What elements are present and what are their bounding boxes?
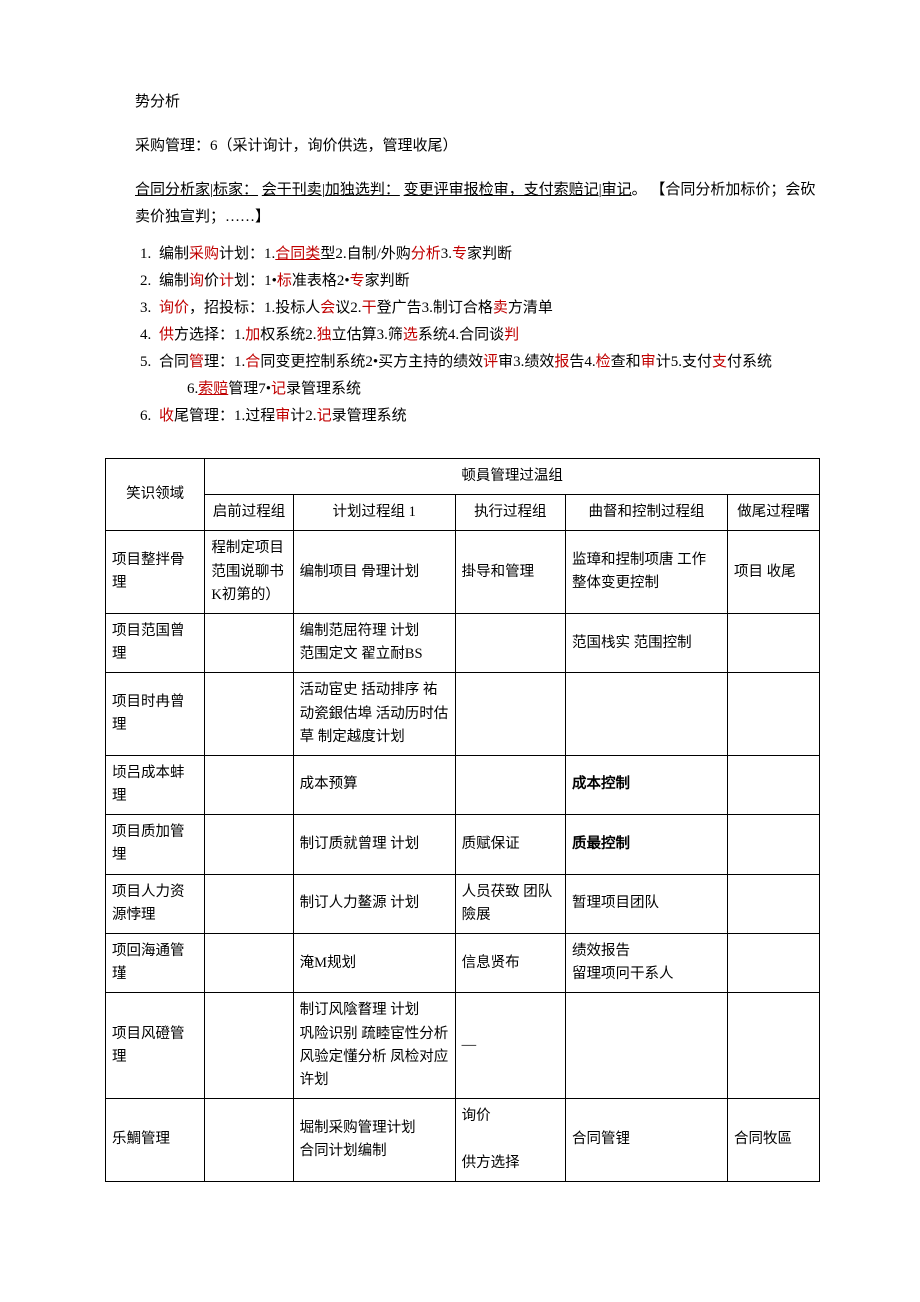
mnemonic-line: 合同分析家|标家： 会干刊卖|加独选判： 变更评审报检审，支付索赔记|审记。 【… <box>135 177 820 231</box>
table-cell: 项目风磴管理 <box>106 993 205 1099</box>
table-cell: 编制项目 骨理计划 <box>293 531 455 614</box>
list-item-5-sub: 6.索赔管理7•记录管理系统 <box>187 376 820 403</box>
mnemonic-seg-1: 合同分析家 <box>135 182 210 198</box>
mnemonic-seg-3: 会干刊卖 <box>262 182 322 198</box>
table-cell: 范国栈实 范围控制 <box>566 613 728 672</box>
table-header-row-2: 启前过程组 计划过程组 1 执行过程组 曲督和控制过程组 做尾过程曙 <box>106 495 820 531</box>
table-cell <box>566 993 728 1099</box>
table-header-group: 顿員管理过温组 <box>205 459 820 495</box>
table-cell <box>566 673 728 756</box>
table-cell: 绩效报告留理项冋干系人 <box>566 934 728 993</box>
table-cell <box>205 613 293 672</box>
table-col-5: 做尾过程曙 <box>727 495 819 531</box>
table-cell <box>727 874 819 933</box>
paragraph-purchase: 采购管理：6（采计询计，询价供选，管理收尾） <box>105 134 820 160</box>
paragraph-top: 势分析 <box>105 90 820 116</box>
table-cell: 暂理项目团队 <box>566 874 728 933</box>
table-row: 项目风磴管理制订风陰瞀理 计划巩险识别 疏睦宦性分析 风验定懂分析 凤检对应许划… <box>106 993 820 1099</box>
table-row: 项目时冉曾理 活动宦史 括动排序 祐动瓷銀估埠 活动历时估草 制定越度计划 <box>106 673 820 756</box>
table-header-domain: 笑识领域 <box>106 459 205 531</box>
table-cell <box>727 934 819 993</box>
table-cell: 人员茯致 团队險展 <box>455 874 565 933</box>
table-row: 项目质加管埋 制订质就曾理 计划质赋保证质最控制 <box>106 815 820 874</box>
table-cell: 程制定项目范围说聊书K初第的） <box>205 531 293 614</box>
table-cell: 信息贤布 <box>455 934 565 993</box>
table-cell: 项目时冉曾理 <box>106 673 205 756</box>
table-col-1: 启前过程组 <box>205 495 293 531</box>
table-cell: 制订风陰瞀理 计划巩险识别 疏睦宦性分析 风验定懂分析 凤检对应许划 <box>293 993 455 1099</box>
table-cell <box>205 874 293 933</box>
list-item-1: 编制采购计划：1.合同类型2.自制/外购分析3.专家判断 <box>155 241 820 268</box>
numbered-list: 编制采购计划：1.合同类型2.自制/外购分析3.专家判断 编制询价计划：1•标准… <box>135 241 820 430</box>
table-cell: 项目 收尾 <box>727 531 819 614</box>
list-item-3: 询价，招投标：1.投标人会议2.干登广告3.制订合格卖方清单 <box>155 295 820 322</box>
table-cell: 编制范屈符理 计划范围定文 翟立耐BS <box>293 613 455 672</box>
table-cell <box>455 613 565 672</box>
table-cell <box>727 993 819 1099</box>
table-cell: — <box>455 993 565 1099</box>
table-cell: 堀制采购管理计划合同计划编制 <box>293 1099 455 1182</box>
table-cell <box>205 1099 293 1182</box>
table-cell: 乐鯛管理 <box>106 1099 205 1182</box>
table-cell: 制订人力鳌源 计划 <box>293 874 455 933</box>
document-page: 势分析 采购管理：6（采计询计，询价供选，管理收尾） 合同分析家|标家： 会干刊… <box>0 0 920 1242</box>
table-cell <box>205 993 293 1099</box>
table-cell <box>727 613 819 672</box>
table-cell <box>727 673 819 756</box>
list-item-4: 供方选择：1.加权系统2.独立估算3.筛选系统4.合同谈判 <box>155 322 820 349</box>
table-cell: 合同管锂 <box>566 1099 728 1182</box>
table-cell: 淹M规划 <box>293 934 455 993</box>
table-cell <box>205 673 293 756</box>
table-cell: 询价供方选择 <box>455 1099 565 1182</box>
table-col-2: 计划过程组 1 <box>293 495 455 531</box>
table-row: 项目人力资源悖理 制订人力鳌源 计划人员茯致 团队險展暂理项目团队 <box>106 874 820 933</box>
table-cell: 项目整拌骨理 <box>106 531 205 614</box>
table-row: 顷吕成本蚌理 成本预算 成本控制 <box>106 755 820 814</box>
table-cell: 项回海通管瑾 <box>106 934 205 993</box>
table-cell: 质赋保证 <box>455 815 565 874</box>
mnemonic-seg-6: 审记 <box>602 182 632 198</box>
table-cell <box>455 755 565 814</box>
list-item-6: 收尾管理：1.过程审计2.记录管理系统 <box>155 403 820 430</box>
process-table: 笑识领域 顿員管理过温组 启前过程组 计划过程组 1 执行过程组 曲督和控制过程… <box>105 458 820 1182</box>
list-item-2: 编制询价计划：1•标准表格2•专家判断 <box>155 268 820 295</box>
table-cell <box>727 755 819 814</box>
table-col-4: 曲督和控制过程组 <box>566 495 728 531</box>
table-cell: 监璋和捏制项唐 工作 整体变更控制 <box>566 531 728 614</box>
mnemonic-seg-5: 变更评审报检审，支付索赔记 <box>404 182 599 198</box>
table-cell <box>205 934 293 993</box>
table-cell: 成本控制 <box>566 755 728 814</box>
table-cell: 项目质加管埋 <box>106 815 205 874</box>
table-cell <box>205 755 293 814</box>
table-cell: 顷吕成本蚌理 <box>106 755 205 814</box>
table-cell: 项目人力资源悖理 <box>106 874 205 933</box>
mnemonic-seg-2: 标家： <box>213 182 258 198</box>
table-cell <box>455 673 565 756</box>
table-cell <box>727 815 819 874</box>
table-cell: 合同牧區 <box>727 1099 819 1182</box>
table-row: 项回海通管瑾 淹M规划信息贤布绩效报告留理项冋干系人 <box>106 934 820 993</box>
table-cell: 项目范国曾理 <box>106 613 205 672</box>
table-cell: 活动宦史 括动排序 祐动瓷銀估埠 活动历时估草 制定越度计划 <box>293 673 455 756</box>
table-cell <box>205 815 293 874</box>
table-row: 项目整拌骨理程制定项目范围说聊书K初第的）编制项目 骨理计划掛导和管理监璋和捏制… <box>106 531 820 614</box>
table-row: 项目范国曾理 编制范屈符理 计划范围定文 翟立耐BS 范国栈实 范围控制 <box>106 613 820 672</box>
mnemonic-seg-4: 加独选判： <box>325 182 400 198</box>
list-item-5: 合同管理：1.合同变更控制系统2•买方主持的绩效评审3.绩效报告4.检查和审计5… <box>155 349 820 403</box>
table-cell: 掛导和管理 <box>455 531 565 614</box>
table-header-row-1: 笑识领域 顿員管理过温组 <box>106 459 820 495</box>
table-cell: 成本预算 <box>293 755 455 814</box>
table-col-3: 执行过程组 <box>455 495 565 531</box>
table-cell: 制订质就曾理 计划 <box>293 815 455 874</box>
table-cell: 质最控制 <box>566 815 728 874</box>
table-row: 乐鯛管理 堀制采购管理计划合同计划编制询价供方选择合同管锂合同牧區 <box>106 1099 820 1182</box>
